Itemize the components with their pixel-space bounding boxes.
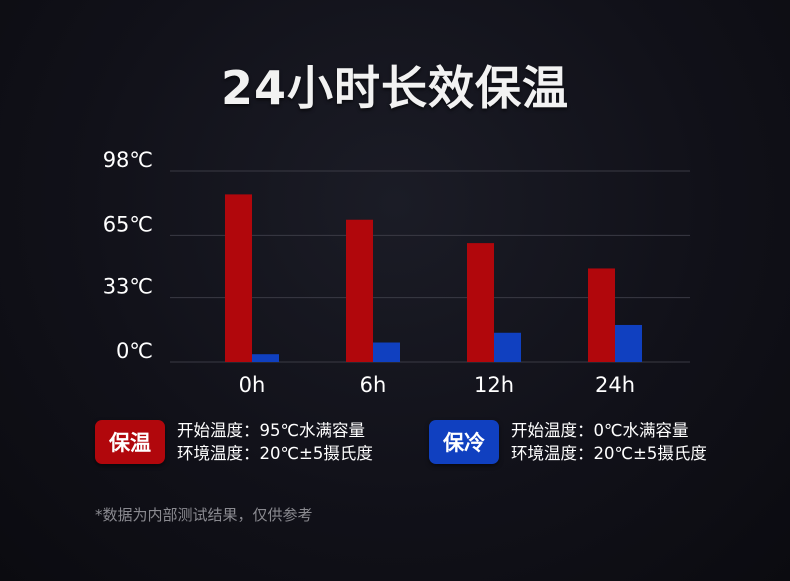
y-tick-label: 65℃ (103, 212, 153, 236)
x-tick-label: 12h (474, 373, 514, 397)
x-tick-label: 6h (360, 373, 387, 397)
legend-warm-ambient-temp: 环境温度：20℃±5摄氏度 (177, 444, 373, 463)
bars (225, 194, 642, 362)
legend-cold-ambient-temp: 环境温度：20℃±5摄氏度 (511, 444, 707, 463)
bar-warm (467, 243, 494, 362)
legend-cold-start-temp: 开始温度：0℃水满容量 (511, 421, 689, 440)
bar-warm (346, 219, 373, 362)
bar-cold (373, 342, 400, 362)
bar-cold (494, 332, 521, 362)
legend-text-warm: 开始温度：95℃水满容量 环境温度：20℃±5摄氏度 (177, 419, 373, 465)
y-tick-label: 33℃ (103, 275, 153, 299)
y-tick-label: 98℃ (103, 148, 153, 172)
x-tick-label: 0h (239, 373, 266, 397)
bar-cold (615, 324, 642, 362)
bar-warm (588, 268, 615, 362)
legend-text-cold: 开始温度：0℃水满容量 环境温度：20℃±5摄氏度 (511, 419, 707, 465)
legend-cold: 保冷 开始温度：0℃水满容量 环境温度：20℃±5摄氏度 (429, 418, 707, 466)
y-tick-label: 0℃ (116, 339, 153, 363)
x-axis-tick-labels: 0h 6h 12h 24h (239, 373, 635, 397)
legend-warm-start-temp: 开始温度：95℃水满容量 (177, 421, 366, 440)
x-tick-label: 24h (595, 373, 635, 397)
y-axis-tick-labels: 0℃ 33℃ 65℃ 98℃ (103, 148, 153, 363)
legend-badge-warm: 保温 (95, 420, 165, 464)
bar-warm (225, 194, 252, 362)
bar-cold (252, 354, 279, 362)
legend-badge-cold: 保冷 (429, 420, 499, 464)
legend-warm: 保温 开始温度：95℃水满容量 环境温度：20℃±5摄氏度 (95, 418, 373, 466)
footnote: *数据为内部测试结果，仅供参考 (95, 506, 313, 524)
bar-chart: 0℃ 33℃ 65℃ 98℃ 0h 6h 12h 24h (103, 148, 690, 397)
page-title: 24小时长效保温 (220, 61, 569, 115)
